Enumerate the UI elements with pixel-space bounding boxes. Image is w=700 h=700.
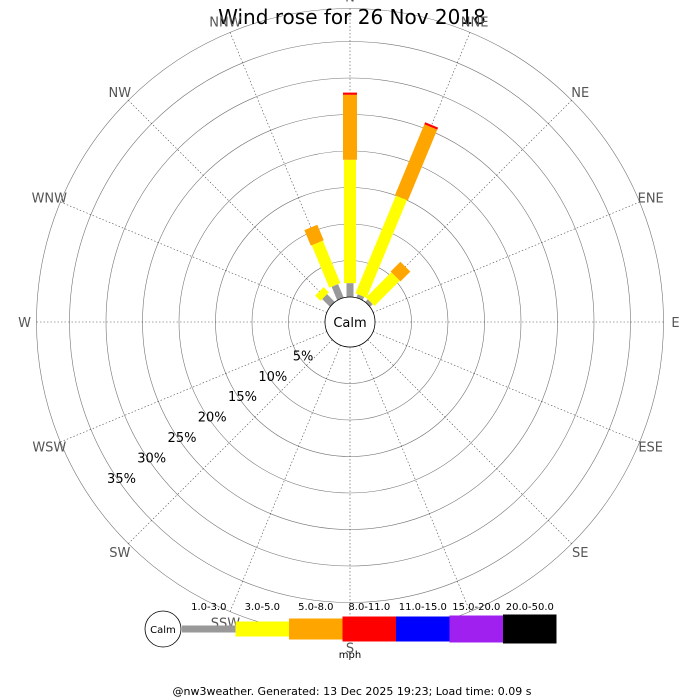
bar-nw-bin-2 bbox=[315, 287, 329, 301]
bar-nnw-bin-2 bbox=[311, 240, 341, 288]
calm-center: Calm bbox=[324, 296, 376, 348]
legend-swatch-5 bbox=[396, 616, 450, 642]
calm-label: Calm bbox=[333, 316, 366, 331]
percent-label-10: 10% bbox=[258, 370, 287, 385]
spoke-nnw bbox=[229, 32, 341, 300]
bar-nnw-bin-1 bbox=[331, 284, 344, 301]
direction-label-nnw: NNW bbox=[209, 15, 241, 30]
legend-swatch-1 bbox=[182, 625, 236, 633]
bar-nne-bin-1 bbox=[356, 294, 365, 301]
spoke-wsw bbox=[60, 331, 328, 443]
legend-calm-label: Calm bbox=[150, 625, 176, 636]
legend-swatch-3 bbox=[289, 618, 343, 640]
spoke-ese bbox=[372, 331, 640, 443]
direction-label-n: N bbox=[345, 0, 355, 6]
bar-ne-bin-1 bbox=[365, 299, 373, 307]
bar-nne-bin-2 bbox=[355, 195, 408, 298]
percent-label-15: 15% bbox=[228, 390, 257, 405]
direction-label-nw: NW bbox=[109, 86, 132, 101]
spoke-ssw bbox=[229, 344, 341, 612]
percent-label-5: 5% bbox=[293, 349, 314, 364]
spoke-nw bbox=[128, 100, 333, 305]
direction-label-wnw: WNW bbox=[32, 191, 68, 206]
spoke-sse bbox=[359, 344, 471, 612]
chart-title: Wind rose for 26 Nov 2018 bbox=[218, 5, 486, 29]
direction-label-s: S bbox=[346, 642, 354, 657]
percent-labels: 5% 10%15%20%25%30%35% bbox=[107, 349, 313, 487]
percent-label-35: 35% bbox=[107, 472, 136, 487]
legend-label-6: 15.0-20.0 bbox=[452, 602, 500, 613]
direction-label-wsw: WSW bbox=[32, 441, 66, 456]
direction-label-sw: SW bbox=[109, 546, 130, 561]
bar-ne-bin-2 bbox=[366, 272, 400, 306]
legend-label-2: 3.0-5.0 bbox=[245, 602, 280, 613]
direction-label-ne: NE bbox=[571, 86, 589, 101]
legend-label-1: 1.0-3.0 bbox=[191, 602, 226, 613]
legend-swatch-4 bbox=[342, 616, 396, 642]
bar-ne-bin-3 bbox=[390, 261, 411, 282]
direction-label-ene: ENE bbox=[638, 191, 664, 206]
bar-nne-bin-4 bbox=[424, 122, 439, 130]
percent-label-30: 30% bbox=[137, 451, 166, 466]
legend-swatch-6 bbox=[449, 615, 503, 643]
spoke-wnw bbox=[60, 201, 328, 313]
grid-ring-6 bbox=[105, 77, 595, 567]
footer-text: @nw3weather. Generated: 13 Dec 2025 19:2… bbox=[173, 685, 532, 698]
legend-unit-label: mph bbox=[339, 650, 361, 661]
speed-legend: Calm 1.0-3.0 3.0-5.0 5.0-8.0 8.0-11.0 11.0-15… bbox=[144, 602, 557, 661]
bar-nw-bin-1 bbox=[322, 294, 335, 307]
direction-label-ese: ESE bbox=[638, 441, 663, 456]
percent-label-20: 20% bbox=[198, 411, 227, 426]
wind-bars bbox=[304, 92, 439, 307]
direction-label-se: SE bbox=[572, 546, 588, 561]
bar-nnw-bin-3 bbox=[304, 224, 324, 246]
legend-calm-circle bbox=[144, 610, 182, 648]
calm-circle bbox=[324, 296, 376, 348]
direction-label-w: W bbox=[18, 316, 31, 331]
spoke-se bbox=[367, 339, 572, 544]
legend-swatch-2 bbox=[235, 621, 289, 637]
spoke-ene bbox=[372, 201, 640, 313]
direction-label-e: E bbox=[671, 316, 679, 331]
legend-label-4: 8.0-11.0 bbox=[348, 602, 390, 613]
legend-label-7: 20.0-50.0 bbox=[506, 602, 554, 613]
legend-label-3: 5.0-8.0 bbox=[298, 602, 333, 613]
direction-label-nne: NNE bbox=[461, 15, 489, 30]
percent-label-25: 25% bbox=[168, 431, 197, 446]
spoke-sw bbox=[128, 339, 333, 544]
bar-nne-bin-3 bbox=[395, 124, 438, 201]
legend-swatch-7 bbox=[503, 614, 557, 644]
legend-label-5: 11.0-15.0 bbox=[399, 602, 447, 613]
spoke-ne bbox=[367, 100, 572, 305]
